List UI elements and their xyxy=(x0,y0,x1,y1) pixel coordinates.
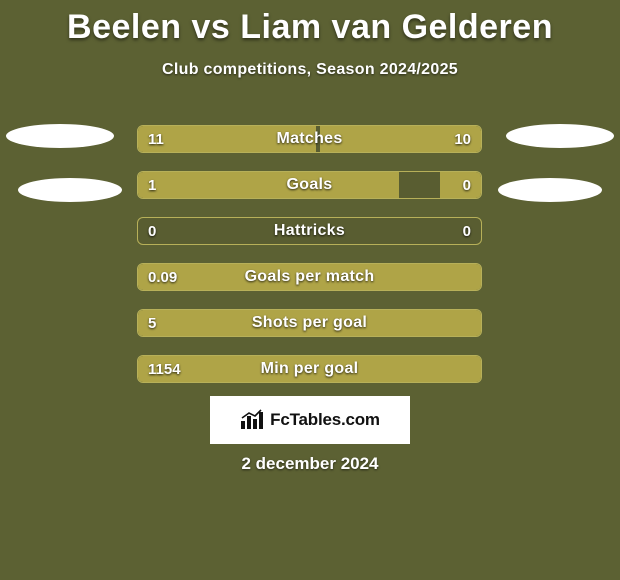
bar-label: Hattricks xyxy=(138,218,481,244)
bar-row: Goals10 xyxy=(137,171,482,199)
player-right-ellipse-top xyxy=(506,124,614,148)
bar-row: Matches1110 xyxy=(137,125,482,153)
bar-row: Min per goal1154 xyxy=(137,355,482,383)
bar-fill-left xyxy=(138,172,399,198)
bar-value-right: 0 xyxy=(463,218,471,244)
bar-fill-right xyxy=(440,172,481,198)
comparison-bars: Matches1110 Goals10 Hattricks0 0 Goals per m… xyxy=(137,125,482,401)
player-left-ellipse-bottom xyxy=(18,178,122,202)
logo-box: FcTables.com xyxy=(210,396,410,444)
bar-fill-right xyxy=(320,126,481,152)
page-subtitle: Club competitions, Season 2024/2025 xyxy=(0,61,620,79)
player-left-ellipse-top xyxy=(6,124,114,148)
bar-fill-left xyxy=(138,264,481,290)
bar-row: Hattricks0 0 xyxy=(137,217,482,245)
bar-row: Shots per goal5 xyxy=(137,309,482,337)
bar-row: Goals per match0.09 xyxy=(137,263,482,291)
bar-fill-left xyxy=(138,310,481,336)
page-title: Beelen vs Liam van Gelderen xyxy=(0,0,620,47)
logo-text: FcTables.com xyxy=(270,410,380,430)
player-right-ellipse-bottom xyxy=(498,178,602,202)
chart-icon xyxy=(240,409,266,431)
bar-value-left: 0 xyxy=(148,218,156,244)
bar-fill-left xyxy=(138,356,481,382)
date-label: 2 december 2024 xyxy=(0,454,620,474)
bar-fill-left xyxy=(138,126,316,152)
